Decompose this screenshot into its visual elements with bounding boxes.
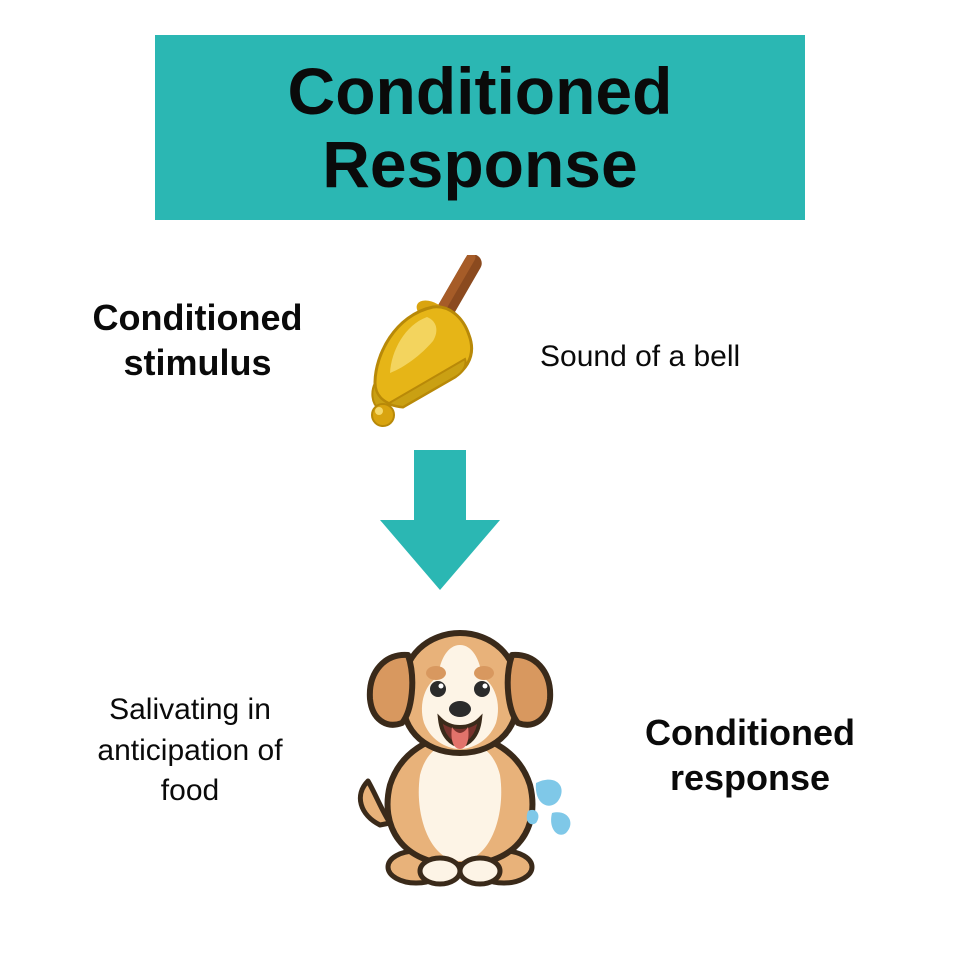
- stimulus-label: Conditioned stimulus: [70, 295, 325, 385]
- dog-caption-line3: food: [161, 774, 219, 807]
- title-box: Conditioned Response: [155, 35, 805, 220]
- dog-caption: Salivating in anticipation of food: [60, 690, 320, 812]
- dog-caption-line2: anticipation of: [97, 734, 282, 767]
- bell-caption: Sound of a bell: [540, 340, 840, 374]
- response-label-line2: response: [670, 757, 830, 798]
- title-line2: Response: [322, 127, 637, 201]
- stimulus-label-line2: stimulus: [123, 342, 271, 383]
- dog-icon: [320, 615, 600, 895]
- bell-icon: [335, 255, 515, 435]
- response-label-line1: Conditioned: [645, 712, 855, 753]
- down-arrow-icon: [380, 450, 500, 590]
- title-line1: Conditioned: [288, 54, 673, 128]
- dog-caption-line1: Salivating in: [109, 693, 271, 726]
- stimulus-label-line1: Conditioned: [93, 297, 303, 338]
- response-label: Conditioned response: [600, 710, 900, 800]
